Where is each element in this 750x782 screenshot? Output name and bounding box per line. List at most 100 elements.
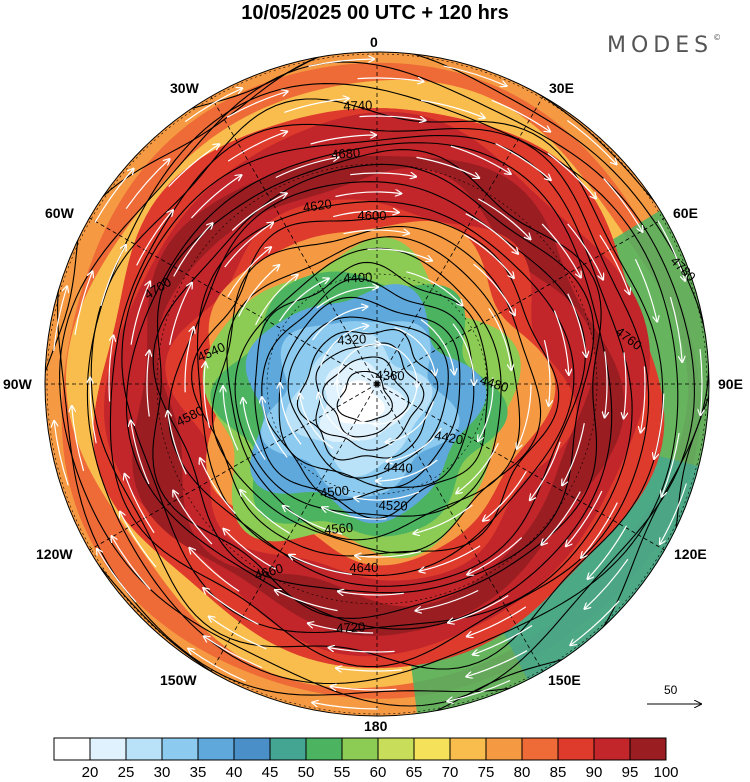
colorbar-swatch: [449, 737, 487, 761]
streamline: [367, 248, 432, 261]
streamline: [465, 213, 518, 254]
streamline: [131, 421, 150, 485]
lon-label-90w: 90W: [3, 376, 32, 392]
streamline: [226, 91, 288, 118]
streamline: [108, 336, 113, 402]
height-contour: [278, 296, 461, 489]
north-pole-marker: [374, 381, 380, 387]
height-contour: [152, 163, 595, 594]
colorbar-tick-label: 50: [297, 764, 315, 781]
streamline: [547, 152, 596, 198]
streamline: [173, 223, 213, 277]
meridian-line: [376, 217, 665, 385]
streamline: [567, 293, 587, 357]
streamline: [599, 234, 630, 294]
streamline: [300, 394, 334, 449]
streamline: [240, 490, 291, 534]
colorbar-swatch: [341, 737, 379, 761]
contour-label: 4680: [331, 145, 361, 162]
streamline: [275, 590, 338, 612]
streamline: [223, 386, 239, 451]
streamline: [316, 287, 378, 309]
streamline: [634, 258, 657, 321]
height-contour: [86, 83, 679, 685]
streamline: [660, 483, 687, 544]
colorbar-swatch: [557, 737, 595, 761]
contour-label: 4360: [375, 368, 404, 384]
streamline: [94, 169, 133, 223]
streamline: [320, 326, 369, 367]
streamline: [238, 265, 280, 317]
contour-label: 4620: [302, 196, 333, 215]
streamline: [224, 223, 273, 268]
streamline: [190, 175, 241, 219]
streamline: [289, 555, 352, 575]
streamline: [54, 421, 69, 486]
streamline: [654, 393, 665, 459]
streamline: [585, 558, 629, 609]
streamline: [473, 624, 533, 655]
height-contour: [196, 200, 575, 577]
meridian-line: [210, 96, 378, 385]
colorbar-tick-label: 25: [117, 764, 135, 781]
streamline: [463, 234, 513, 278]
lon-label-120e: 120E: [674, 546, 707, 562]
lon-label-60e: 60E: [673, 205, 698, 221]
streamline: [581, 502, 618, 558]
streamline: [308, 623, 374, 634]
colorbar-tick-label: 90: [585, 764, 603, 781]
streamline: [173, 491, 213, 545]
streamline: [308, 59, 375, 67]
colorbar-tick-label: 55: [333, 764, 351, 781]
streamline: [336, 344, 380, 385]
lon-label-150w: 150W: [160, 672, 197, 688]
streamline: [394, 327, 435, 376]
colorbar-swatch: [89, 737, 127, 761]
streamline: [467, 650, 528, 677]
streamline: [331, 687, 397, 691]
streamline: [278, 279, 328, 322]
height-contour: [121, 134, 633, 634]
colorbar-swatch: [305, 737, 343, 761]
lon-label-0: 0: [370, 34, 378, 50]
lon-label-150e: 150E: [548, 672, 581, 688]
streamline: [571, 600, 620, 645]
colorbar-tick-label: 95: [621, 764, 639, 781]
reference-vector-arrow: [647, 697, 706, 711]
colorbar-tick-label: 85: [549, 764, 567, 781]
streamline: [467, 606, 527, 637]
colorbar-tick-label: 40: [225, 764, 243, 781]
height-contour: [168, 181, 586, 587]
streamline: [443, 65, 507, 86]
streamline: [284, 98, 348, 113]
streamline: [231, 193, 286, 231]
colorbar-swatch: [125, 737, 163, 761]
colorbar-tick-label: 60: [369, 764, 387, 781]
streamline: [280, 383, 302, 445]
height-contour: [234, 247, 502, 517]
streamline: [420, 545, 481, 571]
streamline: [262, 397, 288, 458]
meridian-line: [376, 96, 544, 385]
streamline: [283, 506, 343, 535]
streamline: [456, 442, 499, 493]
meridian-line: [89, 217, 378, 385]
streamline: [603, 177, 643, 231]
height-contour: [125, 142, 613, 630]
colorbar-swatch: [413, 737, 451, 761]
streamline: [567, 223, 603, 280]
colorbar-swatch: [197, 737, 235, 761]
streamline: [354, 491, 420, 500]
colorbar-swatch: [233, 737, 271, 761]
streamline: [605, 351, 607, 418]
streamline: [97, 549, 137, 603]
height-contour: [254, 261, 489, 520]
parallel-line: [46, 53, 708, 715]
colorbar-tick-label: 80: [513, 764, 531, 781]
colorbar-swatch: [53, 737, 91, 761]
meridian-line: [89, 383, 378, 551]
colorbar-tick-label: 30: [153, 764, 171, 781]
streamline: [416, 589, 479, 611]
streamline: [188, 649, 246, 682]
colorbar-tick-label: 65: [405, 764, 423, 781]
